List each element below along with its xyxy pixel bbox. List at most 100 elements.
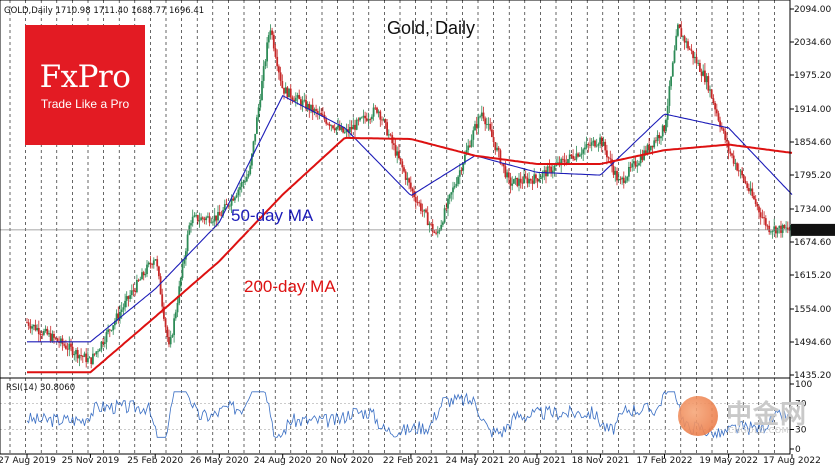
- candle-body: [318, 112, 321, 114]
- rsi-line: [26, 391, 792, 439]
- candle-body: [129, 295, 131, 299]
- candle-body: [313, 109, 316, 113]
- chart-title: Gold, Daily: [387, 18, 475, 38]
- candle-body: [695, 56, 698, 64]
- candle-body: [98, 349, 101, 352]
- candle-body: [245, 176, 248, 182]
- candle-body: [93, 353, 96, 355]
- rsi-tick-label: 70: [795, 400, 807, 410]
- candle-body: [191, 216, 194, 224]
- candle-body: [428, 223, 431, 226]
- candle-body: [489, 123, 492, 130]
- candle-body: [254, 133, 257, 142]
- candle-body: [296, 95, 299, 98]
- candle-body: [589, 144, 591, 146]
- candle-body: [316, 110, 319, 114]
- candle-body: [443, 208, 446, 223]
- candle-body: [139, 279, 142, 281]
- candle-body: [293, 99, 295, 102]
- candle-body: [186, 234, 189, 252]
- candle-body: [142, 272, 145, 276]
- candle-body: [359, 117, 361, 121]
- candle-body: [124, 300, 126, 308]
- candle-body: [399, 158, 402, 162]
- candle-body: [152, 260, 155, 265]
- candle-body: [629, 167, 632, 168]
- candle-body: [137, 280, 140, 281]
- candle-body: [201, 217, 204, 219]
- candle-body: [271, 30, 273, 35]
- logo-brand: FxPro: [39, 59, 131, 95]
- time-axis: 27 Aug 2019 25 Nov 2019 25 Feb 2020 26 May …: [0, 454, 821, 466]
- candle-body: [65, 345, 67, 349]
- candle-body: [244, 181, 246, 183]
- candle-body: [660, 136, 662, 139]
- candle-body: [333, 128, 336, 131]
- candle-body: [600, 137, 603, 146]
- candle-body: [149, 262, 152, 265]
- candle-body: [753, 195, 755, 200]
- candle-body: [274, 48, 277, 57]
- candle-body: [599, 137, 601, 145]
- candle-body: [305, 99, 307, 109]
- candle-body: [715, 109, 718, 114]
- candle-body: [37, 328, 40, 335]
- candle-body: [301, 100, 304, 106]
- candle-body: [342, 127, 344, 133]
- candle-body: [516, 177, 519, 186]
- candle-body: [232, 198, 235, 201]
- x-tick-label: 17 Feb 2022: [636, 456, 692, 466]
- candle-body: [678, 24, 681, 29]
- candle-body: [350, 127, 353, 130]
- candle-body: [507, 172, 510, 178]
- candle-body: [92, 353, 94, 364]
- candle-body: [114, 321, 116, 326]
- candle-body: [365, 118, 368, 121]
- candle-body: [166, 327, 169, 337]
- candle-body: [272, 34, 275, 49]
- candle-body: [761, 217, 764, 219]
- candle-body: [587, 144, 590, 145]
- candle-body: [161, 294, 164, 307]
- candle-body: [247, 174, 250, 177]
- candle-body: [575, 153, 578, 160]
- candle-body: [460, 170, 463, 172]
- rsi-label: RSI(14) 30.8060: [6, 383, 75, 393]
- candle-body: [27, 322, 30, 326]
- candle-body: [548, 166, 551, 168]
- candle-body: [32, 324, 35, 327]
- candle-body: [398, 151, 400, 158]
- ma200-label: 200-day MA: [244, 277, 336, 296]
- cngold-watermark: 中金网 CNGOLD.COM: [672, 392, 832, 442]
- candle-body: [311, 104, 314, 113]
- candle-body: [349, 127, 351, 133]
- candle-body: [151, 264, 153, 265]
- candle-body: [727, 141, 730, 152]
- candle-body: [163, 306, 165, 319]
- candle-body: [553, 165, 556, 171]
- candle-body: [44, 328, 47, 331]
- candle-body: [741, 170, 743, 176]
- candle-body: [377, 111, 380, 113]
- candle-body: [562, 158, 564, 160]
- candle-body: [185, 251, 187, 260]
- candle-body: [452, 187, 454, 193]
- candle-body: [607, 157, 610, 159]
- candle-body: [420, 203, 422, 211]
- candle-body: [119, 312, 121, 319]
- y-tick-label: 2034.60: [794, 38, 831, 48]
- candle-body: [300, 99, 302, 106]
- candle-body: [281, 81, 284, 88]
- candle-body: [655, 140, 657, 142]
- candle-body: [656, 135, 659, 141]
- candle-body: [117, 313, 120, 319]
- candle-body: [80, 355, 82, 356]
- candle-body: [229, 205, 231, 207]
- candle-body: [357, 119, 360, 121]
- candle-body: [284, 87, 287, 94]
- candle-body: [406, 178, 409, 180]
- candle-body: [519, 178, 522, 183]
- candle-body: [568, 154, 571, 160]
- candle-body: [205, 217, 208, 221]
- candle-body: [584, 147, 586, 150]
